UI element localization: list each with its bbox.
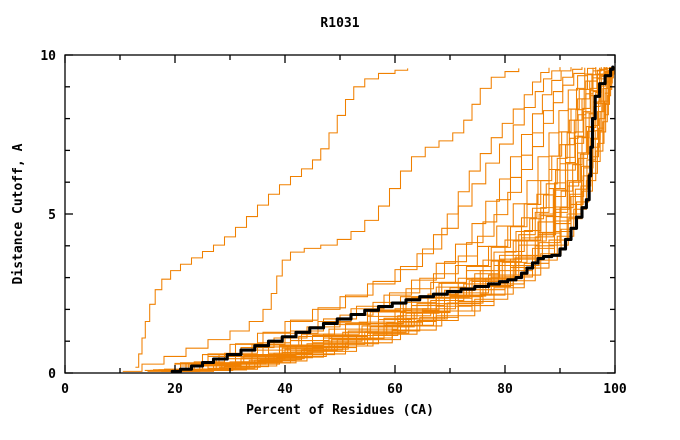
series-line xyxy=(135,68,409,368)
chart-title: R1031 xyxy=(320,16,359,31)
y-tick-label: 10 xyxy=(40,49,56,64)
y-tick-label: 0 xyxy=(48,367,56,382)
x-axis-tick-labels: 0 20 40 60 80 100 xyxy=(61,382,627,397)
series-line xyxy=(230,67,615,367)
x-axis-title: Percent of Residues (CA) xyxy=(246,403,434,418)
x-tick-label: 0 xyxy=(61,382,69,397)
y-tick-label: 5 xyxy=(48,208,56,223)
x-tick-label: 100 xyxy=(603,382,627,397)
series-line xyxy=(183,67,611,371)
x-tick-label: 80 xyxy=(497,382,513,397)
x-tick-label: 20 xyxy=(167,382,183,397)
series-line xyxy=(186,67,605,371)
series-line xyxy=(177,67,606,371)
x-tick-label: 60 xyxy=(387,382,403,397)
y-axis-title: Distance Cutoff, A xyxy=(11,143,26,284)
series-line xyxy=(199,68,614,371)
series-layer xyxy=(122,65,615,373)
series-line xyxy=(208,67,608,369)
reference-series-line xyxy=(170,65,615,373)
series-line xyxy=(122,68,520,372)
y-axis-tick-labels: 0 5 10 xyxy=(40,49,56,382)
series-line xyxy=(166,67,608,371)
series-line xyxy=(197,67,605,370)
axis-ticks xyxy=(64,54,616,374)
x-tick-label: 40 xyxy=(277,382,293,397)
series-line xyxy=(210,67,615,370)
series-line xyxy=(153,67,561,371)
series-line xyxy=(150,67,550,371)
